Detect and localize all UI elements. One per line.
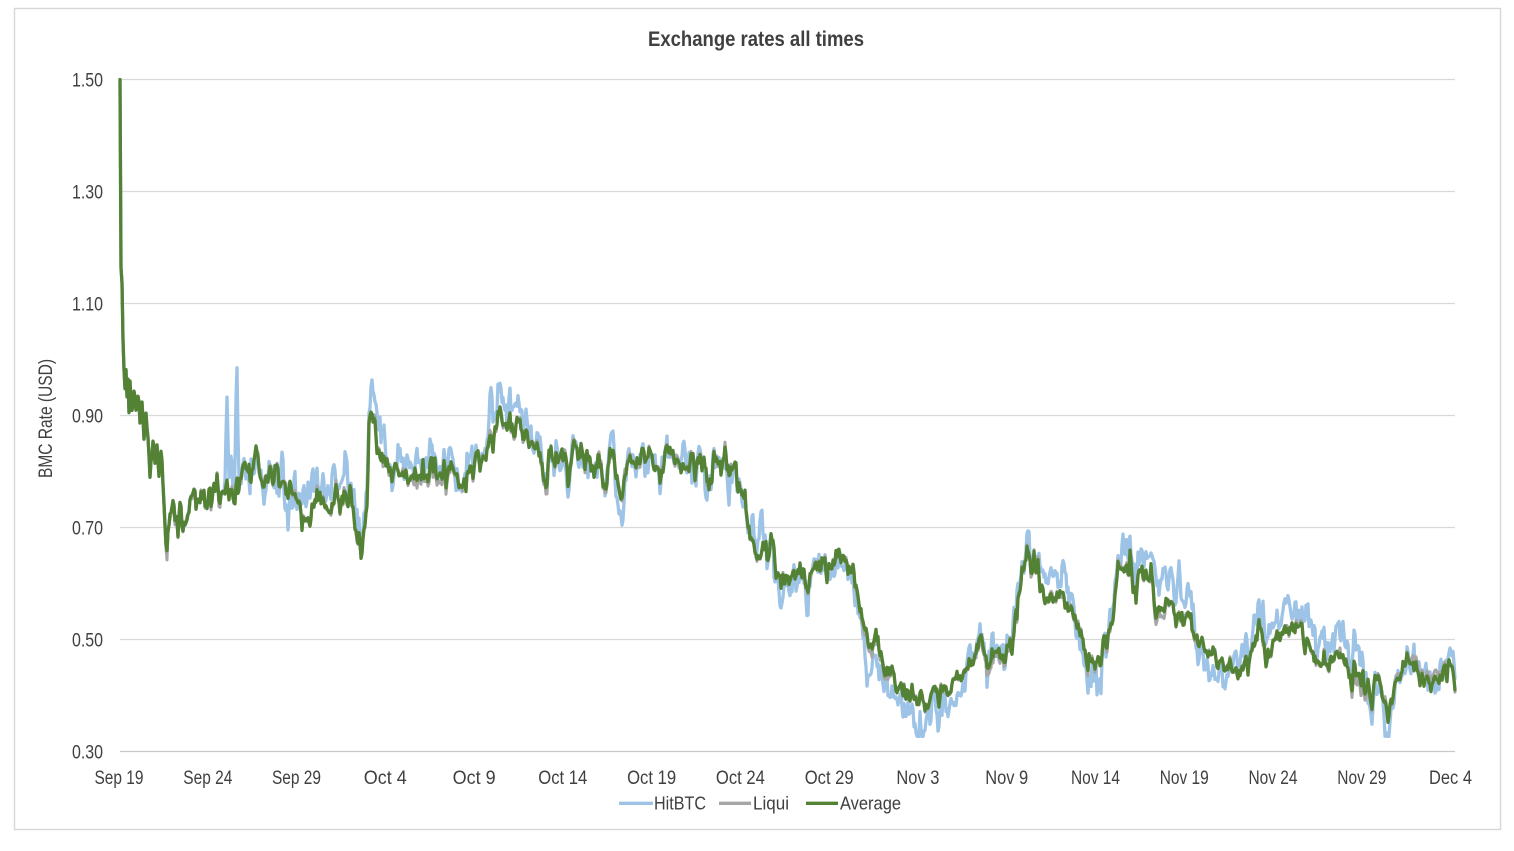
svg-text:1.10: 1.10 [72, 294, 103, 316]
svg-text:1.30: 1.30 [72, 182, 103, 204]
svg-text:1.50: 1.50 [72, 70, 103, 92]
svg-text:Nov 3: Nov 3 [896, 767, 939, 789]
svg-text:Sep 24: Sep 24 [183, 767, 232, 789]
svg-text:0.70: 0.70 [72, 518, 103, 540]
svg-text:Nov 29: Nov 29 [1337, 767, 1386, 789]
svg-text:Nov 9: Nov 9 [985, 767, 1028, 789]
svg-text:Oct 14: Oct 14 [538, 767, 587, 789]
svg-text:0.30: 0.30 [72, 742, 103, 764]
svg-text:Oct 4: Oct 4 [364, 767, 407, 789]
svg-text:Nov 14: Nov 14 [1071, 767, 1120, 789]
svg-text:Oct 9: Oct 9 [453, 767, 496, 789]
svg-text:Oct 29: Oct 29 [805, 767, 854, 789]
svg-text:HitBTC: HitBTC [654, 793, 706, 814]
svg-text:Sep 29: Sep 29 [272, 767, 321, 789]
svg-text:0.50: 0.50 [72, 630, 103, 652]
svg-text:Oct 24: Oct 24 [716, 767, 765, 789]
svg-text:Exchange rates all times: Exchange rates all times [648, 27, 864, 51]
svg-text:Liqui: Liqui [753, 793, 789, 814]
svg-text:Dec 4: Dec 4 [1429, 767, 1472, 789]
svg-text:0.90: 0.90 [72, 406, 103, 428]
svg-text:Sep 19: Sep 19 [95, 767, 144, 789]
svg-text:Nov 24: Nov 24 [1249, 767, 1298, 789]
svg-text:Average: Average [840, 793, 901, 814]
svg-text:BMC Rate (USD): BMC Rate (USD) [35, 359, 57, 478]
svg-text:Oct 19: Oct 19 [627, 767, 676, 789]
svg-text:Nov 19: Nov 19 [1160, 767, 1209, 789]
